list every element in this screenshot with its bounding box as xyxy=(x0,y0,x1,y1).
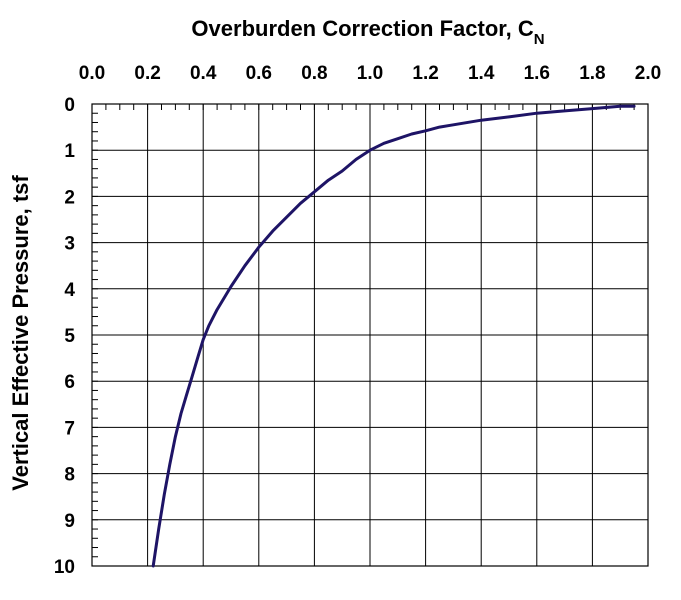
gridlines xyxy=(92,104,648,566)
y-tick-labels: 0 1 2 3 4 5 6 7 8 9 10 xyxy=(54,95,76,578)
plot-frame xyxy=(91,103,649,567)
x-tick-label: 0.2 xyxy=(134,63,160,84)
x-tick-label: 1.8 xyxy=(579,63,605,84)
y-tick-label: 5 xyxy=(64,326,75,347)
x-tick-label: 0.4 xyxy=(190,63,217,84)
y-tick-label: 6 xyxy=(64,372,75,393)
y-tick-label: 10 xyxy=(54,557,75,578)
x-tick-labels: 0.0 0.2 0.4 0.6 0.8 1.0 1.2 1.4 1.6 1.8 2.0 xyxy=(79,63,661,84)
x-tick-label: 0.0 xyxy=(79,63,105,84)
y-tick-label: 0 xyxy=(64,95,75,116)
x-tick-label: 1.0 xyxy=(357,63,383,84)
x-tick-label: 0.6 xyxy=(246,63,272,84)
x-tick-label: 1.4 xyxy=(468,63,495,84)
y-tick-label: 9 xyxy=(64,511,75,532)
y-tick-label: 1 xyxy=(64,141,75,162)
chart-title: Overburden Correction Factor, CN xyxy=(191,16,544,48)
x-tick-label: 1.6 xyxy=(524,63,550,84)
y-tick-label: 4 xyxy=(64,280,75,301)
x-tick-label: 0.8 xyxy=(301,63,327,84)
y-tick-label: 8 xyxy=(64,465,75,486)
series-line xyxy=(151,104,636,568)
y-axis-label: Vertical Effective Pressure, tsf xyxy=(8,175,33,491)
minor-ticks xyxy=(91,103,649,567)
y-tick-label: 7 xyxy=(64,418,75,439)
y-tick-label: 2 xyxy=(64,187,75,208)
x-tick-label: 2.0 xyxy=(635,63,661,84)
y-tick-label: 3 xyxy=(64,234,75,255)
x-tick-label: 1.2 xyxy=(412,63,438,84)
